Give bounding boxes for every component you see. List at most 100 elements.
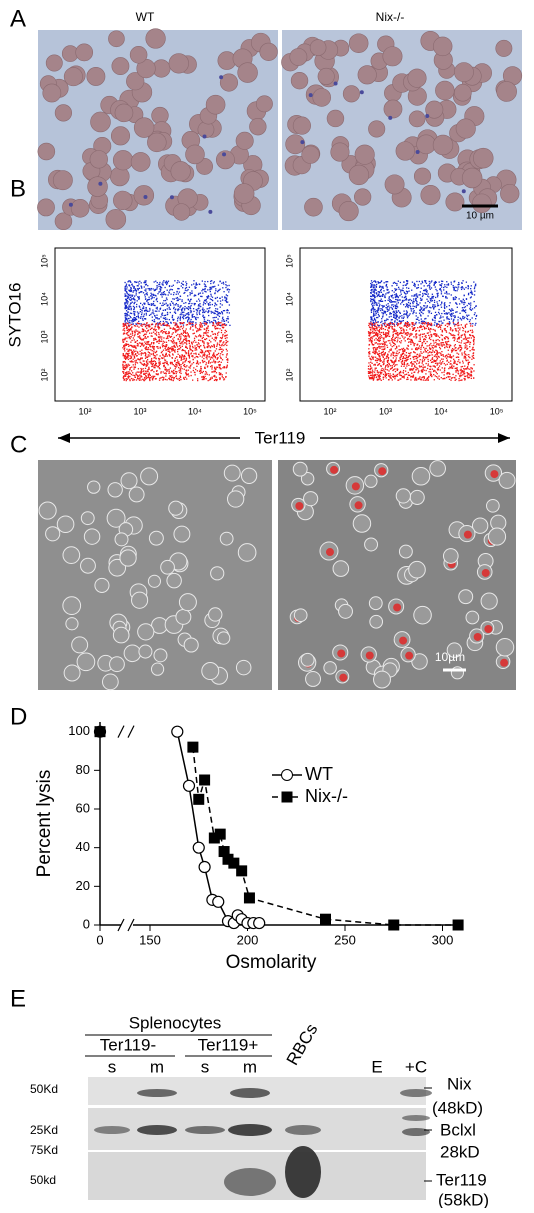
event [152,309,153,310]
event [381,326,382,327]
event [405,358,406,359]
event [379,329,380,330]
event [459,313,460,314]
event [429,302,430,303]
cell [131,152,150,171]
event [470,288,471,289]
event [144,286,145,287]
event [123,366,124,367]
event [155,358,156,359]
event [433,340,434,341]
event [194,338,195,339]
event [205,364,206,365]
event [179,336,180,337]
event [373,377,374,378]
event [372,326,373,327]
event [383,334,384,335]
event [189,306,190,307]
event [212,357,213,358]
event [124,379,125,380]
event [214,317,215,318]
event [429,337,430,338]
event [137,336,138,337]
event [426,283,427,284]
event [468,340,469,341]
event [133,364,134,365]
event [202,292,203,293]
event [156,370,157,371]
event [425,350,426,351]
event [185,315,186,316]
event [156,287,157,288]
event [127,293,128,294]
event [467,374,468,375]
event [446,292,447,293]
event [129,380,130,381]
event [180,373,181,374]
event [165,349,166,350]
event [445,296,446,297]
event [151,296,152,297]
event [198,305,199,306]
event [408,288,409,289]
event [471,337,472,338]
event [198,363,199,364]
event [170,328,171,329]
event [153,349,154,350]
event [136,379,137,380]
event [405,313,406,314]
event [224,335,225,336]
event [204,355,205,356]
event [215,290,216,291]
event [404,354,405,355]
event [379,304,380,305]
event [458,334,459,335]
event [393,357,394,358]
event [408,322,409,323]
event [445,325,446,326]
event [145,336,146,337]
event [412,282,413,283]
event [442,331,443,332]
event [444,370,445,371]
event [387,292,388,293]
event [413,375,414,376]
event [141,282,142,283]
cell [497,81,517,101]
event [377,336,378,337]
event [208,352,209,353]
event [123,378,124,379]
event [437,358,438,359]
event [133,298,134,299]
event [149,308,150,309]
event [144,314,145,315]
event [400,291,401,292]
event [470,297,471,298]
event [382,310,383,311]
event [219,316,220,317]
event [160,372,161,373]
event [140,285,141,286]
event [226,331,227,332]
event [138,354,139,355]
event [407,334,408,335]
event [146,328,147,329]
event [455,344,456,345]
event [212,367,213,368]
event [137,376,138,377]
event [134,379,135,380]
event [395,355,396,356]
event [456,311,457,312]
event [125,315,126,316]
event [146,362,147,363]
event [435,333,436,334]
event [422,367,423,368]
event [400,349,401,350]
event [163,280,164,281]
event [126,285,127,286]
event [192,343,193,344]
event [168,340,169,341]
event [439,379,440,380]
event [410,333,411,334]
event [438,367,439,368]
